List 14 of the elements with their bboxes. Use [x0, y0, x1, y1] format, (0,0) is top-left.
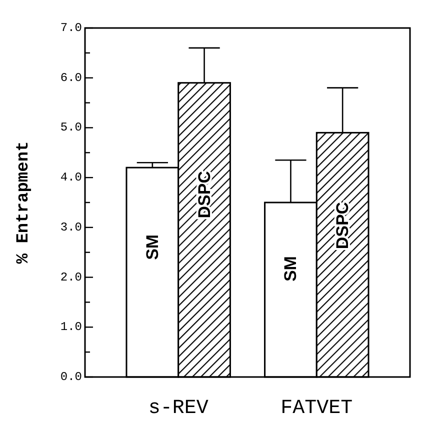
x-tick-label: FATVET — [280, 397, 353, 420]
y-tick-label: 2.0 — [60, 270, 82, 284]
y-tick-label: 6.0 — [60, 70, 82, 85]
x-tick-label: s-REV — [148, 397, 208, 420]
y-tick-label: 3.0 — [60, 220, 82, 234]
y-tick-label: 5.0 — [60, 120, 82, 135]
y-tick-label: 7.0 — [60, 21, 82, 35]
y-tick-label: 1.0 — [60, 320, 82, 334]
series-label: SM — [281, 256, 300, 282]
y-tick-label: 0.0 — [60, 370, 82, 384]
series-label: DSPC — [194, 171, 214, 218]
text: SM — [142, 234, 162, 260]
y-tick-label: 4.0 — [60, 170, 82, 185]
y-axis-title: % Entrapment — [14, 141, 34, 264]
